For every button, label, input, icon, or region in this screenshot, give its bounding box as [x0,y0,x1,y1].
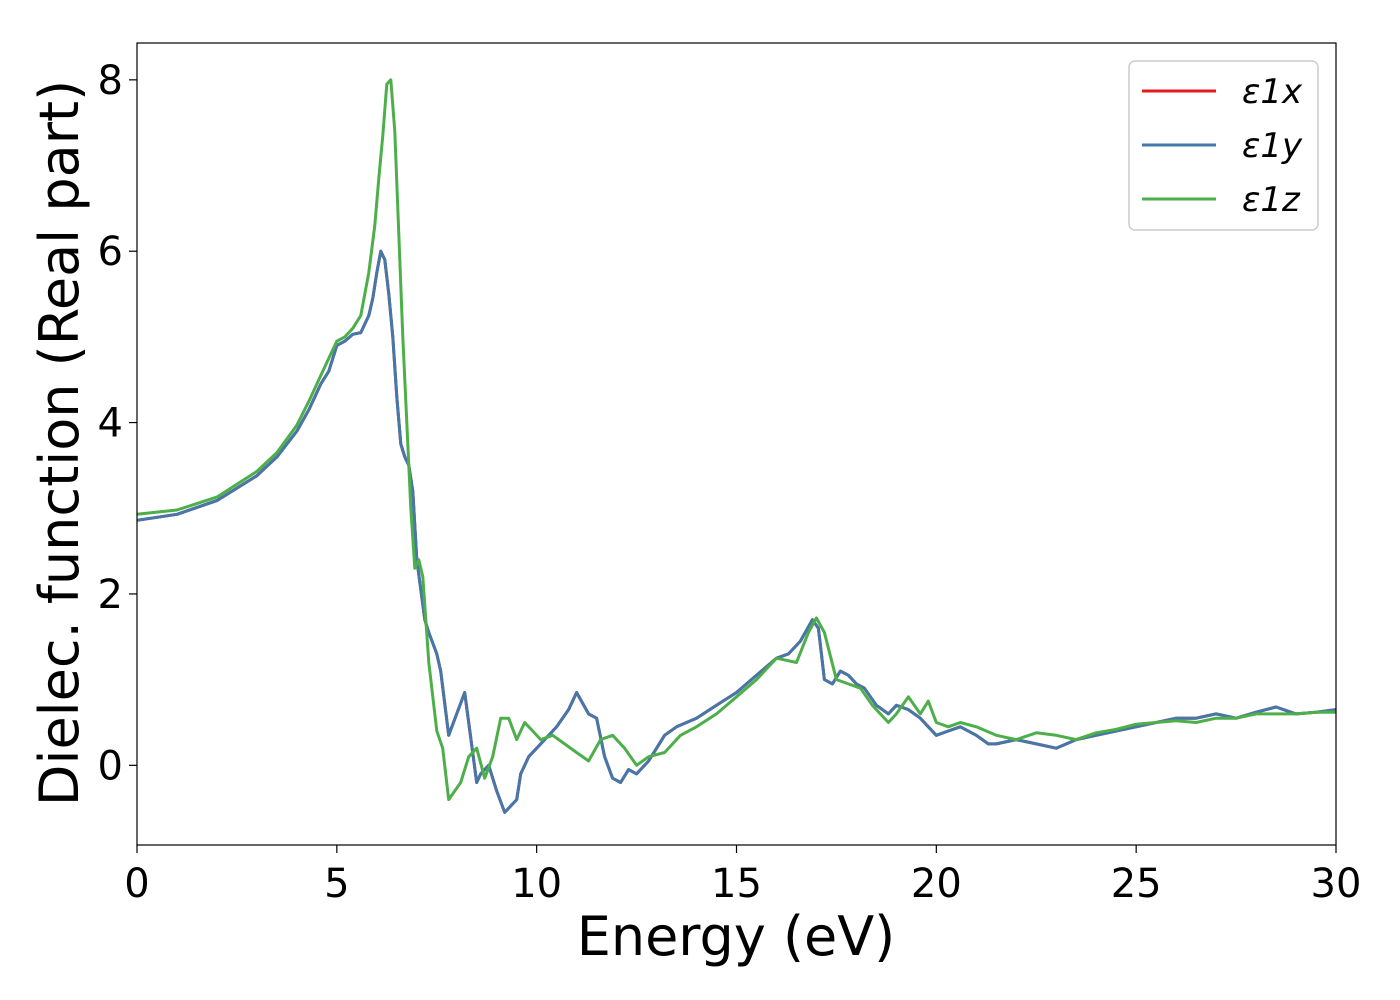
series-line-3 [136,78,1336,802]
x-axis-label: Energy (eV) [577,905,896,968]
y-axis-label: Dielec. function (Real part) [28,80,91,806]
legend-entry-2: ε1y [1242,126,1303,166]
x-tick-label: 5 [324,861,349,907]
y-tick-label: 8 [98,58,123,104]
legend-entry-3: ε1z [1242,180,1301,220]
x-tick-label: 0 [124,861,149,907]
legend: ε1x ε1y ε1z [1128,60,1319,231]
x-tick-label: 10 [511,861,562,907]
x-tick-label: 15 [711,861,762,907]
x-tick-label: 25 [1111,861,1162,907]
y-tick-label: 2 [98,572,123,618]
legend-entry-1: ε1x [1242,72,1303,112]
axes-layer: 0 5 10 15 20 25 30 0 2 4 6 8 [98,42,1362,907]
y-tick-label: 6 [98,229,123,275]
legend-box [1128,60,1319,231]
series-layer [136,78,1337,814]
y-tick-label: 0 [98,743,123,789]
x-tick-label: 20 [911,861,962,907]
y-tick-label: 4 [98,401,123,447]
series-line-2 [136,249,1337,814]
x-tick-label: 30 [1311,861,1362,907]
